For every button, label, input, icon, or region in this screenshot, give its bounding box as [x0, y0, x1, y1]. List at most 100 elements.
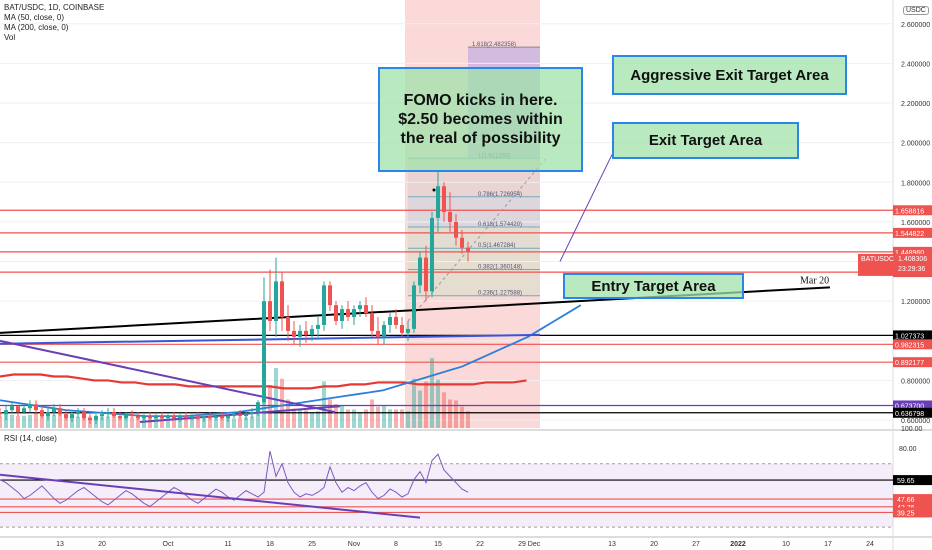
volume-bar: [316, 411, 320, 428]
x-tick-label: 10: [782, 541, 790, 548]
volume-bar: [286, 399, 290, 428]
rsi-band: [0, 463, 893, 528]
candle-body: [148, 416, 152, 419]
price-level-label: 1.658816: [895, 208, 924, 215]
candle-body: [334, 305, 338, 321]
candle-body: [352, 309, 356, 318]
countdown-label: 23:29:36: [898, 266, 925, 273]
price-level-label: 0.636798: [895, 411, 924, 418]
rsi-level-tag: [893, 501, 932, 512]
volume-bar: [454, 400, 458, 428]
candle-body: [328, 285, 332, 306]
rsi-tick-label: 80.00: [899, 446, 917, 453]
price-level-tag: [893, 330, 932, 341]
candle-body: [292, 330, 296, 337]
volume-bar: [202, 417, 206, 428]
volume-bar: [250, 416, 254, 428]
candle-body: [136, 416, 140, 419]
volume-bar: [430, 358, 434, 428]
price-tick-label: 1.800000: [901, 180, 930, 187]
volume-bar: [220, 417, 224, 428]
candle-body: [424, 257, 428, 292]
price-level-tag: [893, 339, 932, 350]
x-tick-label: 22: [476, 541, 484, 548]
candle-body: [358, 305, 362, 310]
price-level-tag: [893, 246, 932, 257]
x-tick-label: 11: [224, 541, 231, 548]
candle-body: [196, 416, 200, 419]
candle-body: [466, 247, 470, 252]
candle-body: [0, 412, 2, 415]
candle-body: [112, 412, 116, 417]
rsi-legend: RSI (14, close): [4, 434, 57, 443]
price-tick-label: 2.000000: [901, 141, 930, 148]
price-level-tag: [893, 205, 932, 216]
volume-bar: [4, 413, 8, 428]
candle-body: [346, 309, 350, 318]
volume-bar: [400, 409, 404, 428]
candle-body: [418, 257, 422, 286]
candle-body: [202, 416, 206, 419]
volume-bar: [346, 409, 350, 428]
fib-label: 0.5(1.467284): [478, 243, 515, 249]
candle-body: [124, 414, 128, 419]
candle-body: [40, 410, 44, 417]
rsi-level-tag: [893, 475, 932, 486]
x-tick-label: 20: [650, 541, 658, 548]
candle-body: [58, 408, 62, 415]
rsi-level-tag: [893, 494, 932, 505]
volume-bar: [322, 381, 326, 428]
x-tick-label: 27: [692, 541, 700, 548]
volume-bar: [130, 417, 134, 428]
price-level-label: 1.544822: [895, 231, 924, 238]
volume-bar: [334, 404, 338, 428]
current-symbol-label: BATUSDC: [861, 256, 894, 263]
volume-bar: [136, 417, 140, 428]
dot-marker: [432, 188, 436, 192]
volume-bar: [412, 378, 416, 428]
volume-bar: [196, 417, 200, 428]
candle-body: [298, 330, 302, 337]
candle-body: [412, 285, 416, 329]
candle-body: [436, 186, 440, 218]
chart-legend: BAT/USDC, 1D, COINBASE MA (50, close, 0)…: [4, 3, 104, 43]
volume-bar: [58, 413, 62, 428]
candle-body: [454, 221, 458, 238]
x-tick-label: Nov: [348, 541, 361, 548]
candle-body: [190, 416, 194, 419]
volume-bar: [40, 413, 44, 428]
candle-body: [256, 402, 260, 413]
volume-bar: [274, 368, 278, 428]
volume-bar: [448, 399, 452, 428]
volume-bar: [52, 414, 56, 428]
candle-body: [184, 416, 188, 419]
volume-bar: [190, 418, 194, 428]
volume-bar: [0, 416, 2, 428]
volume-bar: [178, 417, 182, 428]
candle-body: [70, 414, 74, 419]
price-level-label: 1.448960: [895, 250, 924, 257]
price-tick-label: 2.200000: [901, 101, 930, 108]
volume-bar: [304, 410, 308, 428]
candle-body: [76, 412, 80, 415]
volume-bar: [118, 417, 122, 428]
volume-bar: [388, 409, 392, 428]
currency-badge[interactable]: USDC: [903, 6, 929, 15]
x-tick-label: 20: [98, 541, 106, 548]
price-level-label: 0.673700: [895, 403, 924, 410]
price-tick-label: 2.400000: [901, 61, 930, 68]
x-tick-label: 13: [56, 541, 64, 548]
candle-body: [244, 414, 248, 417]
candle-body: [166, 416, 170, 419]
price-tick-label: 1.600000: [901, 220, 930, 227]
volume-bar: [184, 417, 188, 428]
ma200-legend: MA (200, close, 0): [4, 23, 69, 32]
symbol-title: BAT/USDC, 1D, COINBASE: [4, 3, 105, 12]
x-tick-label: 15: [434, 541, 442, 548]
candle-body: [364, 305, 368, 314]
volume-bar: [28, 414, 32, 428]
x-tick-label: 29: [518, 541, 526, 548]
volume-bar: [76, 416, 80, 428]
volume-bar: [160, 417, 164, 428]
candle-body: [160, 416, 164, 419]
